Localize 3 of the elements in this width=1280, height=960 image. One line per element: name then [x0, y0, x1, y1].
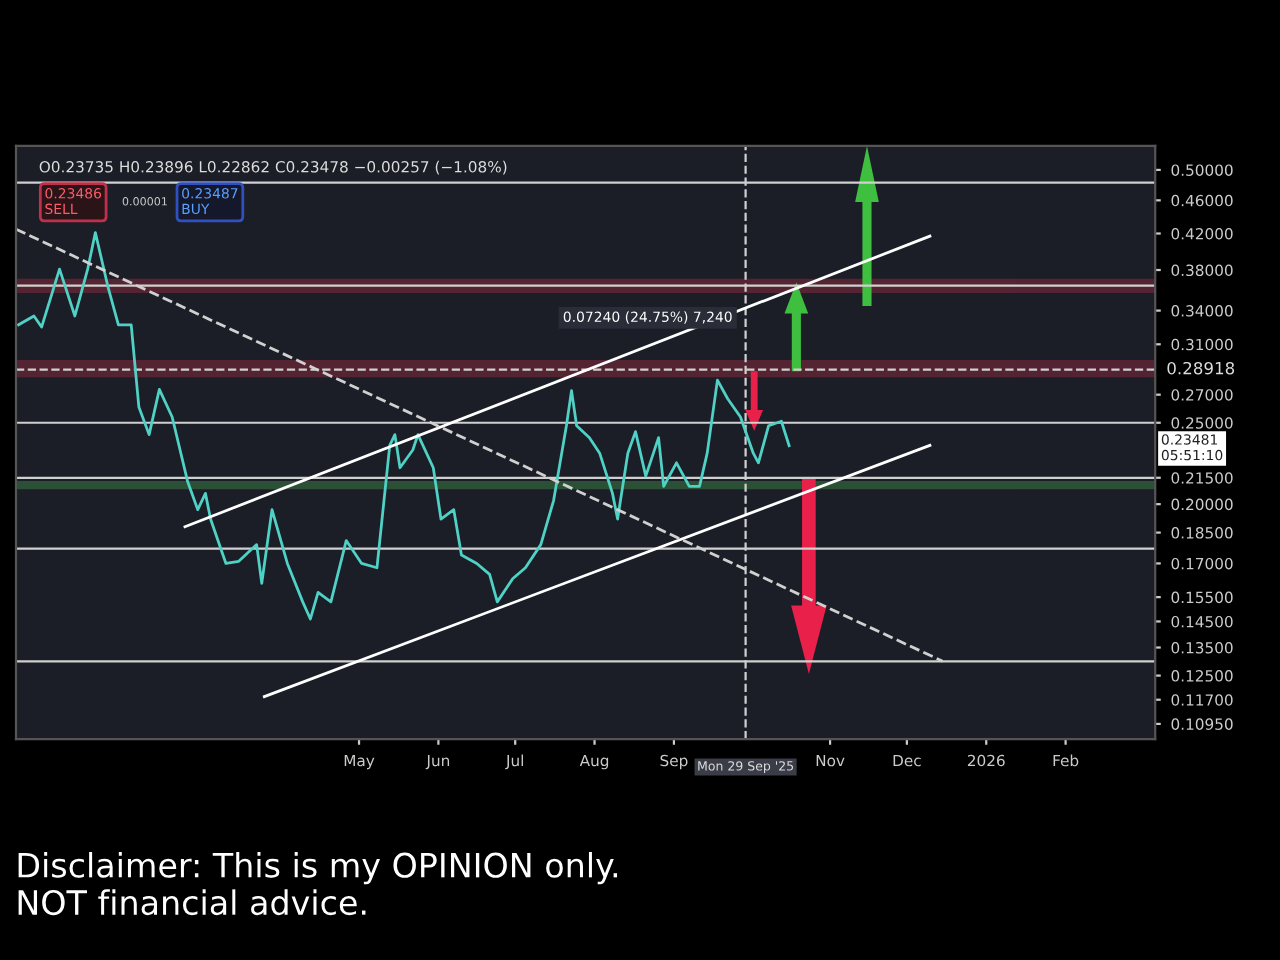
line-series	[17, 231, 791, 621]
ref-line-label: 0.28918	[1167, 361, 1235, 375]
text: Disclaimer: This is my OPINION only. NOT financial advice.	[18, 852, 618, 916]
